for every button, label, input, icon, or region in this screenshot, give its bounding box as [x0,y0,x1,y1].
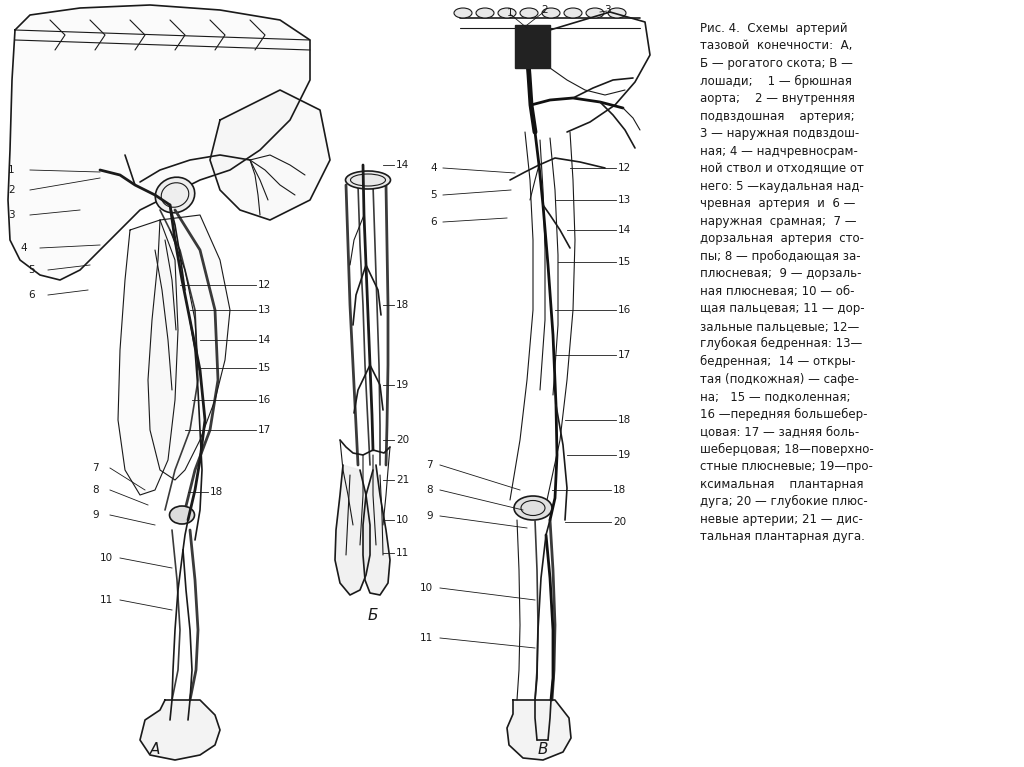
Ellipse shape [564,8,582,18]
Text: 11: 11 [396,548,410,558]
Text: 19: 19 [618,450,631,460]
Text: А: А [150,742,160,758]
Text: 16: 16 [258,395,271,405]
Polygon shape [515,25,550,68]
Text: 18: 18 [613,485,627,495]
Polygon shape [362,465,390,595]
Text: 14: 14 [396,160,410,170]
Text: В: В [538,742,548,758]
Text: 7: 7 [426,460,433,470]
Ellipse shape [454,8,472,18]
Text: 7: 7 [92,463,98,473]
Text: 11: 11 [420,633,433,643]
Text: 8: 8 [92,485,98,495]
Text: 2: 2 [8,185,14,195]
Text: 18: 18 [396,300,410,310]
Ellipse shape [170,506,195,524]
Text: 18: 18 [210,487,223,497]
Text: 10: 10 [100,553,113,563]
Ellipse shape [345,171,390,189]
Text: 1: 1 [8,165,14,175]
Text: 3: 3 [604,5,610,15]
Polygon shape [210,90,330,220]
Text: 13: 13 [258,305,271,315]
Text: 1: 1 [507,8,513,18]
Ellipse shape [586,8,604,18]
Text: 8: 8 [426,485,433,495]
Text: Рис. 4.  Схемы  артерий
тазовой  конечности:  А,
Б — рогатого скота; В —
лошади;: Рис. 4. Схемы артерий тазовой конечности… [700,22,873,544]
Text: 10: 10 [396,515,410,525]
Text: 9: 9 [426,511,433,521]
Ellipse shape [156,177,195,212]
Text: Б: Б [368,607,378,623]
Text: 4: 4 [430,163,437,173]
Text: 15: 15 [618,257,631,267]
Text: 14: 14 [258,335,271,345]
Ellipse shape [608,8,626,18]
Polygon shape [8,5,310,280]
Polygon shape [335,465,370,595]
Text: 9: 9 [92,510,98,520]
Text: 19: 19 [396,380,410,390]
Text: 21: 21 [396,475,410,485]
Text: 18: 18 [618,415,631,425]
Ellipse shape [514,496,552,520]
Ellipse shape [520,8,538,18]
Text: 17: 17 [618,350,631,360]
Text: 13: 13 [618,195,631,205]
Text: 15: 15 [258,363,271,373]
Text: 4: 4 [20,243,27,253]
Text: 3: 3 [8,210,14,220]
Text: 14: 14 [618,225,631,235]
Polygon shape [140,700,220,760]
Polygon shape [148,215,230,480]
Text: 17: 17 [258,425,271,435]
Text: 2: 2 [542,5,548,15]
Text: 12: 12 [258,280,271,290]
Text: 16: 16 [618,305,631,315]
Polygon shape [507,700,571,760]
Text: 6: 6 [430,217,437,227]
Text: 5: 5 [430,190,437,200]
Text: 20: 20 [613,517,626,527]
Text: 11: 11 [100,595,114,605]
Polygon shape [118,220,178,495]
Ellipse shape [542,8,560,18]
Ellipse shape [498,8,516,18]
Text: 20: 20 [396,435,410,445]
Text: 5: 5 [28,265,35,275]
Ellipse shape [476,8,494,18]
Text: 10: 10 [420,583,433,593]
Text: 12: 12 [618,163,631,173]
Text: 6: 6 [28,290,35,300]
